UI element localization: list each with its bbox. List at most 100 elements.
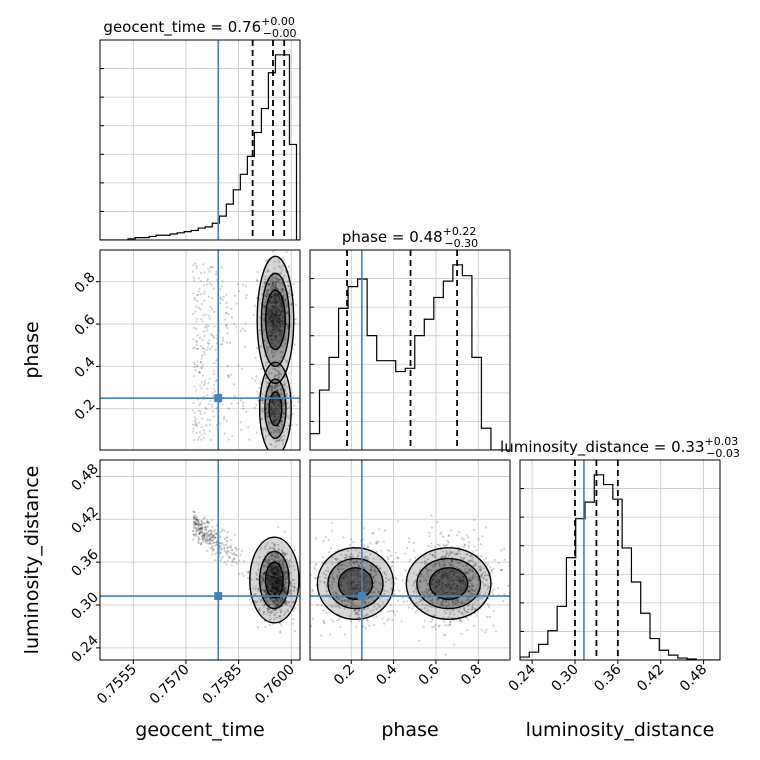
- sample-point: [286, 610, 289, 613]
- sample-point: [287, 265, 291, 268]
- sample-point: [471, 570, 474, 573]
- sample-point: [231, 434, 234, 438]
- sample-point: [488, 605, 491, 608]
- sample-point: [335, 574, 338, 577]
- sample-point: [374, 570, 377, 574]
- sample-point: [278, 596, 281, 599]
- sample-point: [274, 292, 277, 295]
- truth-marker-phase-luminosity_distance: [357, 592, 366, 601]
- sample-point: [275, 588, 278, 591]
- sample-point: [268, 596, 271, 599]
- sample-point: [373, 568, 376, 571]
- sample-point: [458, 530, 461, 534]
- sample-point: [271, 427, 274, 430]
- sample-point: [468, 585, 471, 589]
- y-tick-label-phase: 0.8: [72, 269, 99, 296]
- sample-point: [283, 573, 286, 577]
- sample-point: [271, 572, 274, 575]
- sample-point: [280, 435, 283, 438]
- sample-point: [280, 549, 283, 552]
- sample-point: [197, 518, 200, 522]
- sample-point: [434, 591, 437, 594]
- sample-point: [378, 581, 381, 584]
- sample-point: [377, 605, 381, 608]
- sample-point: [277, 340, 280, 343]
- sample-point: [227, 312, 230, 316]
- sample-point: [327, 570, 330, 573]
- sample-point: [276, 580, 279, 583]
- sample-point: [272, 562, 275, 566]
- sample-point: [269, 575, 272, 578]
- sample-point: [196, 360, 199, 363]
- sample-point: [272, 401, 275, 404]
- sample-point: [365, 574, 368, 578]
- sample-point: [270, 301, 273, 304]
- sample-point: [415, 609, 419, 612]
- sample-point: [200, 387, 203, 390]
- sample-point: [276, 581, 279, 584]
- sample-point: [460, 577, 463, 581]
- sample-point: [203, 522, 206, 525]
- sample-point: [462, 587, 465, 590]
- sample-point: [262, 577, 265, 580]
- sample-point: [396, 599, 400, 602]
- sample-point: [269, 568, 272, 571]
- sample-point: [257, 609, 261, 612]
- sample-point: [371, 575, 374, 579]
- sample-point: [274, 328, 277, 331]
- sample-point: [433, 574, 437, 577]
- sample-point: [276, 598, 279, 601]
- sample-point: [287, 601, 290, 604]
- title-minus: −0.00: [263, 27, 297, 40]
- sample-point: [488, 615, 491, 618]
- sample-point: [281, 410, 285, 413]
- sample-point: [203, 531, 206, 535]
- sample-point: [279, 477, 281, 479]
- y-tick-label-phase: 0.2: [72, 396, 99, 423]
- sample-point: [366, 555, 369, 558]
- sample-point: [212, 394, 215, 397]
- sample-point: [210, 519, 214, 522]
- sample-point: [277, 554, 280, 557]
- sample-point: [276, 586, 279, 590]
- sample-point: [273, 293, 276, 296]
- sample-point: [314, 576, 317, 579]
- sample-point: [443, 587, 447, 590]
- sample-point: [462, 582, 466, 585]
- sample-point: [280, 577, 283, 580]
- sample-point: [268, 574, 271, 577]
- sample-point: [281, 269, 284, 272]
- sample-point: [280, 440, 283, 443]
- sample-point: [270, 281, 274, 284]
- sample-point: [434, 585, 437, 588]
- sample-point: [267, 577, 270, 580]
- sample-point: [263, 545, 266, 548]
- sample-point: [283, 412, 286, 415]
- sample-point: [277, 549, 280, 552]
- sample-point: [279, 573, 282, 576]
- sample-point: [227, 376, 230, 379]
- sample-point: [340, 576, 343, 579]
- sample-point: [438, 580, 442, 583]
- sample-point: [443, 583, 447, 586]
- sample-point: [284, 552, 287, 555]
- sample-point: [267, 283, 270, 286]
- contour-phase-luminosity_distance-1-0: [428, 567, 469, 600]
- sample-point: [275, 315, 278, 318]
- sample-point: [311, 590, 314, 593]
- sample-point: [195, 305, 198, 308]
- sample-point: [193, 524, 196, 527]
- sample-point: [464, 583, 467, 586]
- sample-point: [375, 587, 378, 591]
- sample-point: [383, 589, 386, 593]
- sample-point: [478, 592, 481, 596]
- sample-point: [457, 610, 460, 613]
- sample-point: [348, 544, 351, 547]
- sample-point: [268, 372, 271, 375]
- sample-point: [432, 583, 435, 586]
- sample-point: [206, 519, 209, 522]
- sample-point: [272, 412, 276, 415]
- sample-point: [280, 581, 283, 584]
- histogram-geocent_time: [100, 54, 300, 240]
- sample-point: [272, 578, 275, 581]
